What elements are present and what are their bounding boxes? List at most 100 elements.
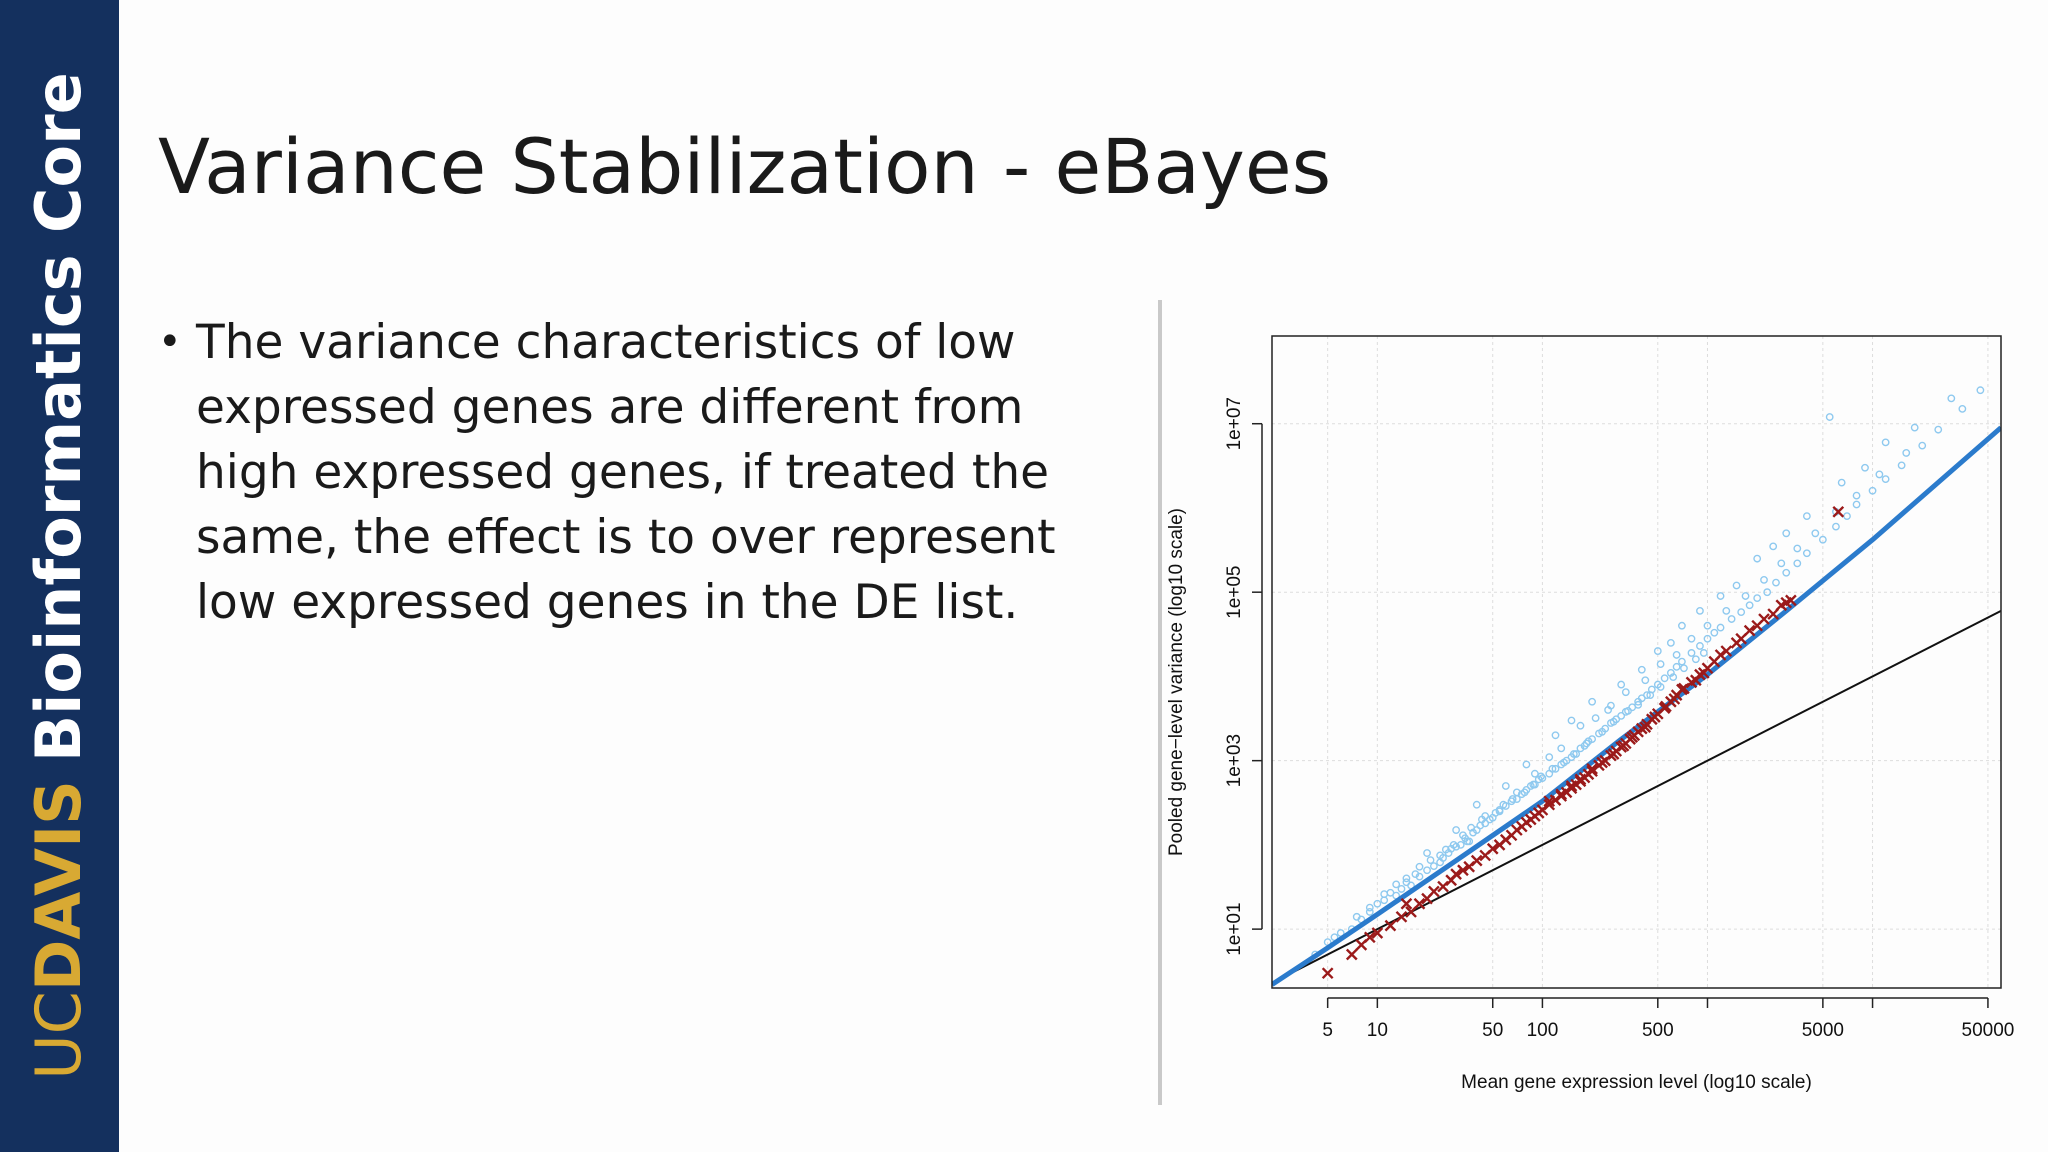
data-point-circle bbox=[1947, 394, 1956, 403]
data-point-circle bbox=[1699, 649, 1708, 657]
data-point-circle bbox=[1802, 549, 1811, 558]
data-point-x bbox=[1543, 795, 1556, 808]
data-point-circle bbox=[1423, 849, 1431, 857]
data-point-circle bbox=[1491, 808, 1500, 817]
data-point-circle bbox=[1499, 800, 1508, 809]
data-point-circle bbox=[1666, 669, 1675, 677]
data-point-x bbox=[1735, 632, 1748, 645]
data-point-circle bbox=[1660, 674, 1669, 683]
data-point-circle bbox=[1467, 823, 1476, 832]
data-point-circle bbox=[1782, 529, 1791, 538]
data-point-x bbox=[1649, 711, 1661, 723]
data-point-x bbox=[1457, 864, 1469, 877]
data-point-circle bbox=[1530, 769, 1539, 778]
data-point-circle bbox=[1576, 721, 1585, 730]
data-point-circle bbox=[1582, 739, 1591, 748]
data-point-circle bbox=[1617, 711, 1626, 720]
data-point-circle bbox=[1852, 491, 1861, 500]
data-point-x bbox=[1832, 505, 1845, 518]
data-point-circle bbox=[1529, 780, 1538, 789]
data-point-circle bbox=[1716, 623, 1725, 632]
data-point-circle bbox=[1397, 885, 1406, 893]
data-point-circle bbox=[1881, 438, 1890, 447]
data-point-circle bbox=[1624, 706, 1632, 715]
data-point-circle bbox=[1678, 621, 1686, 630]
y-tick-label: 1e+07 bbox=[1224, 397, 1245, 450]
data-point-circle bbox=[1569, 750, 1578, 758]
data-point-circle bbox=[1727, 615, 1736, 623]
data-point-x bbox=[1395, 910, 1408, 923]
data-point-x bbox=[1437, 880, 1449, 893]
x-tick-label: 500 bbox=[1642, 1020, 1674, 1041]
data-point-circle bbox=[1653, 647, 1662, 655]
data-point-circle bbox=[1609, 717, 1618, 726]
x-tick-label: 10 bbox=[1367, 1020, 1388, 1041]
x-axis-title: Mean gene expression level (log10 scale) bbox=[1461, 1072, 1812, 1093]
data-point-circle bbox=[1426, 856, 1435, 864]
x-tick-label: 5 bbox=[1322, 1020, 1333, 1041]
bullet-dot-icon: • bbox=[158, 319, 182, 365]
data-point-x bbox=[1767, 608, 1780, 620]
brand-davis: DAVIS bbox=[22, 780, 95, 992]
data-point-circle bbox=[1452, 826, 1461, 834]
variance-chart: 5 10 50 100 500 5000 50000 1e+01 1e+03 1e+05 1e+07… bbox=[1166, 335, 2014, 1093]
data-point-circle bbox=[1634, 700, 1643, 709]
data-point-x bbox=[1413, 897, 1426, 910]
plot-frame bbox=[1271, 335, 2002, 989]
x-tick-label: 50 bbox=[1482, 1020, 1503, 1041]
data-point-circle bbox=[1958, 404, 1967, 413]
divider bbox=[1158, 300, 1162, 1105]
data-point-circle bbox=[1703, 621, 1712, 630]
data-point-circle bbox=[1449, 840, 1458, 849]
data-point-circle bbox=[1753, 554, 1762, 563]
data-point-circle bbox=[1621, 688, 1630, 697]
data-point-circle bbox=[1710, 628, 1719, 637]
data-point-circle bbox=[1672, 662, 1681, 671]
data-point-circle bbox=[1646, 691, 1655, 700]
data-point-circle bbox=[1881, 475, 1890, 484]
data-point-circle bbox=[1737, 608, 1746, 617]
data-point-circle bbox=[1537, 772, 1545, 781]
data-point-circle bbox=[1365, 908, 1374, 916]
x-tick-label: 100 bbox=[1527, 1020, 1559, 1041]
data-point-circle bbox=[1732, 581, 1741, 590]
data-point-circle bbox=[1741, 592, 1750, 600]
identity-line bbox=[1272, 609, 2001, 984]
data-point-x bbox=[1450, 868, 1462, 880]
data-point-circle bbox=[1902, 449, 1911, 457]
data-point-x bbox=[1371, 927, 1384, 939]
data-point-circle bbox=[1551, 731, 1560, 740]
data-point-circle bbox=[1520, 788, 1529, 797]
chart-axes: 5 10 50 100 500 5000 50000 1e+01 1e+03 1e+05 1e+07… bbox=[1166, 335, 2014, 1093]
data-point-circle bbox=[1696, 606, 1704, 615]
data-point-circle bbox=[1522, 760, 1531, 769]
data-point-circle bbox=[1591, 714, 1600, 723]
data-point-circle bbox=[1934, 425, 1943, 434]
data-point-x bbox=[1555, 788, 1568, 801]
data-point-x bbox=[1345, 948, 1358, 961]
data-point-circle bbox=[1669, 673, 1678, 682]
data-point-circle bbox=[1459, 831, 1467, 840]
data-point-x bbox=[1574, 773, 1587, 786]
data-point-circle bbox=[1760, 575, 1768, 584]
data-point-circle bbox=[1825, 413, 1834, 421]
data-point-circle bbox=[1423, 866, 1431, 875]
data-point-circle bbox=[1868, 486, 1877, 495]
data-point-x bbox=[1668, 693, 1681, 705]
brand-sidebar: UCDAVIS Bioinformatics Core bbox=[0, 0, 119, 1152]
x-tick-label: 5000 bbox=[1802, 1020, 1844, 1041]
data-point-circle bbox=[1415, 862, 1424, 871]
bullet-text: The variance characteristics of low expr… bbox=[196, 315, 1056, 630]
data-point-circle bbox=[1832, 522, 1840, 531]
data-point-circle bbox=[1607, 701, 1615, 710]
data-point-circle bbox=[1678, 657, 1686, 666]
data-point-circle bbox=[1802, 512, 1811, 521]
data-point-circle bbox=[1716, 592, 1725, 600]
data-point-circle bbox=[1782, 568, 1791, 577]
y-tick-label: 1e+03 bbox=[1224, 734, 1245, 787]
data-point-x bbox=[1780, 596, 1793, 609]
data-point-circle bbox=[1875, 470, 1884, 479]
data-point-circle bbox=[1392, 880, 1401, 889]
slide-title: Variance Stabilization - eBayes bbox=[158, 122, 1332, 211]
